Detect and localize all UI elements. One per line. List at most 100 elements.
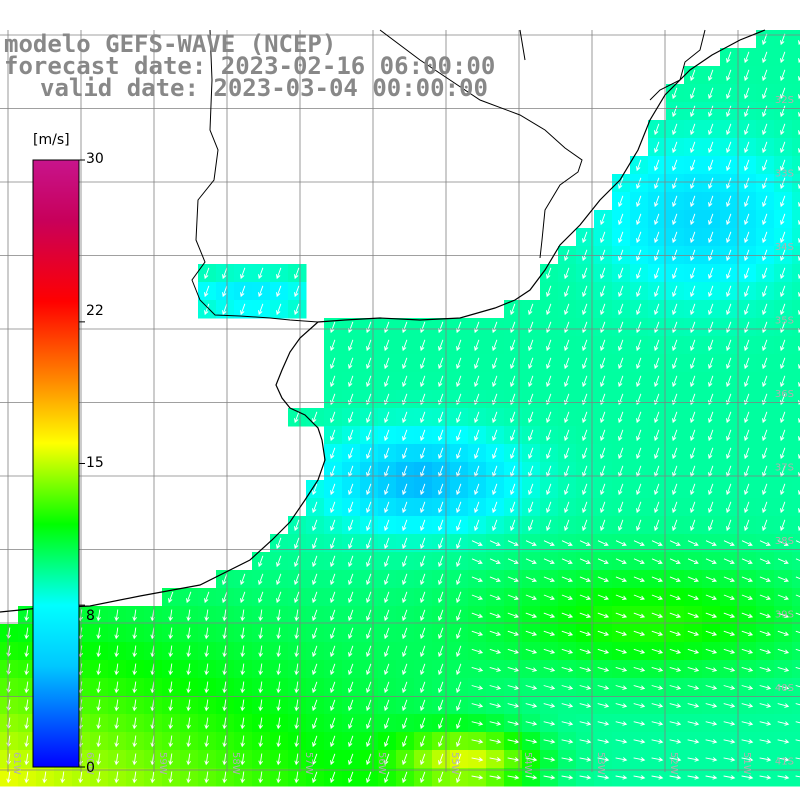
wind-arrow — [420, 573, 426, 586]
wind-arrow — [330, 735, 336, 748]
wind-arrow — [168, 735, 173, 748]
wind-cell — [792, 264, 800, 283]
lon-tick-label: 58W — [230, 752, 241, 775]
wind-arrow — [384, 501, 390, 514]
wind-arrow — [240, 267, 246, 280]
wind-arrow — [582, 483, 588, 496]
wind-arrow — [402, 717, 408, 730]
wind-arrow — [186, 663, 191, 676]
wind-arrow — [474, 519, 480, 532]
wind-arrow — [636, 339, 642, 352]
wind-arrow — [348, 501, 354, 514]
wind-arrow — [366, 555, 372, 568]
wind-arrow — [294, 591, 300, 604]
wind-arrow — [615, 666, 628, 672]
colorbar-bar — [32, 159, 80, 768]
wind-arrow — [651, 703, 664, 708]
wind-arrow — [690, 231, 696, 244]
wind-arrow — [474, 375, 480, 388]
wind-arrow — [723, 612, 736, 618]
wind-arrow — [24, 663, 29, 676]
wind-cell — [792, 66, 800, 85]
wind-arrow — [795, 576, 800, 580]
wind-arrow — [402, 753, 408, 766]
wind-arrow — [705, 558, 717, 565]
wind-arrow — [168, 699, 173, 712]
wind-arrow — [294, 699, 299, 712]
wind-arrow — [294, 717, 299, 730]
wind-arrow — [561, 757, 574, 762]
wind-arrow — [762, 519, 768, 532]
wind-arrow — [780, 483, 786, 496]
wind-arrow — [780, 375, 786, 388]
wind-arrow — [438, 717, 444, 730]
wind-arrow — [564, 429, 570, 442]
wind-arrow — [564, 519, 570, 532]
wind-arrow — [705, 685, 718, 690]
wind-arrow — [744, 303, 750, 316]
wind-arrow — [240, 591, 246, 604]
wind-arrow — [669, 540, 681, 547]
wind-arrow — [672, 285, 678, 298]
wind-arrow — [759, 757, 772, 762]
wind-arrow — [672, 339, 678, 352]
wind-arrow — [780, 195, 786, 208]
colorbar-tick-label: 22 — [86, 303, 104, 319]
wind-arrow — [654, 411, 660, 424]
wind-arrow — [420, 627, 426, 640]
wind-arrow — [276, 753, 281, 766]
wind-arrow — [471, 775, 484, 780]
wind-arrow — [507, 648, 520, 654]
wind-arrow — [330, 321, 336, 334]
wind-arrow — [456, 573, 462, 586]
wind-arrow — [564, 249, 570, 262]
wind-arrow — [366, 699, 372, 712]
wind-arrow — [579, 685, 592, 690]
wind-arrow — [633, 612, 646, 618]
wind-arrow — [402, 537, 408, 550]
wind-arrow — [489, 703, 502, 708]
wind-cell — [792, 534, 800, 553]
wind-arrow — [636, 249, 642, 262]
wind-arrow — [471, 612, 484, 618]
wind-arrow — [723, 757, 736, 762]
wind-arrow — [726, 123, 732, 136]
wind-arrow — [543, 576, 555, 582]
wind-arrow — [510, 339, 516, 352]
wind-arrow — [618, 231, 624, 244]
wind-arrow — [474, 411, 480, 424]
wind-arrow — [651, 612, 664, 618]
wind-arrow — [24, 717, 29, 730]
wind-arrow — [204, 663, 209, 676]
wind-arrow — [384, 447, 390, 460]
wind-arrow — [579, 721, 592, 726]
wind-arrow — [672, 123, 678, 136]
wind-arrow — [672, 303, 678, 316]
wind-arrow — [330, 357, 336, 370]
wind-arrow — [384, 357, 390, 370]
wind-arrow — [651, 685, 664, 690]
wind-arrow — [312, 735, 318, 748]
wind-arrow — [489, 666, 502, 672]
wind-arrow — [600, 357, 606, 370]
wind-arrow — [597, 685, 610, 690]
wind-arrow — [42, 771, 47, 784]
wind-arrow — [708, 501, 714, 514]
wind-arrow — [312, 753, 318, 766]
lat-tick-label: 34S — [775, 242, 794, 253]
wind-cell — [792, 714, 800, 733]
wind-arrow — [294, 285, 300, 298]
wind-arrow — [366, 447, 372, 460]
wind-arrow — [489, 630, 502, 636]
wind-arrow — [132, 609, 137, 622]
wind-arrow — [402, 411, 408, 424]
wind-arrow — [759, 540, 771, 547]
wind-arrow — [402, 663, 408, 676]
wind-arrow — [24, 627, 29, 640]
wind-arrow — [615, 739, 628, 744]
wind-arrow — [672, 231, 678, 244]
wind-arrow — [672, 501, 678, 514]
wind-arrow — [204, 681, 209, 694]
wind-arrow — [204, 267, 210, 280]
wind-cell — [792, 84, 800, 103]
